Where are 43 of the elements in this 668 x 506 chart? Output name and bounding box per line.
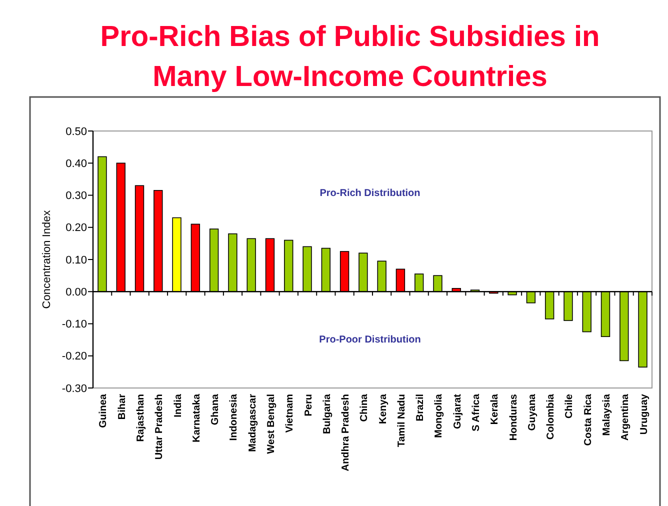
y-tick-label: -0.10 [62, 318, 87, 331]
y-tick-label: 0.20 [66, 222, 87, 234]
y-tick-label: -0.30 [62, 382, 87, 395]
x-tick-label: Karnataka [191, 394, 202, 442]
x-tick-label: Madagascar [247, 394, 258, 452]
x-tick-label: Uruguay [638, 394, 650, 435]
annotation: Pro-Poor Distribution [319, 334, 421, 346]
x-tick-label: Vietnam [284, 394, 296, 433]
y-tick-label: 0.10 [66, 254, 87, 266]
x-tick-label: Guyana [526, 394, 538, 431]
x-tick-label: Chile [564, 394, 576, 418]
x-tick-label: Uttar Pradesh [154, 394, 166, 460]
x-tick-label: Tamil Nadu [396, 394, 408, 448]
x-tick-label: Malaysia [601, 394, 612, 436]
x-tick-label: Kerala [490, 394, 501, 425]
x-tick-label: Gujarat [452, 393, 464, 430]
x-tick-label: Peru [303, 394, 314, 416]
x-tick-label: Bulgaria [322, 394, 333, 434]
x-tick-label: India [172, 394, 184, 418]
x-tick-label: Rajasthan [136, 394, 147, 442]
x-tick-label: Brazil [415, 394, 426, 422]
y-tick-label: 0.40 [66, 158, 87, 170]
x-tick-label: China [359, 394, 370, 422]
x-tick-label: Indonesia [228, 394, 240, 441]
x-tick-label: S Africa [471, 394, 482, 432]
x-tick-label: Bihar [116, 394, 128, 420]
y-tick-label: 0.50 [66, 126, 87, 138]
chart-title: Pro-Rich Bias of Public Subsidies in Many Low-Income Countries [100, 21, 600, 93]
x-tick-label: Guinea [98, 394, 110, 428]
x-tick-label: Mongolia [434, 394, 445, 438]
y-tick-label: 0.00 [66, 286, 87, 298]
y-tick-label: -0.20 [62, 350, 87, 363]
x-tick-label: Costa Rica [582, 394, 594, 446]
x-tick-label: Colombia [546, 394, 557, 440]
x-tick-label: West Bengal [266, 394, 277, 454]
x-tick-label: Argentina [620, 394, 632, 441]
x-tick-label: Ghana [210, 394, 222, 426]
y-tick-label: 0.30 [66, 190, 87, 202]
y-axis-title: Concentration Index [41, 210, 53, 309]
x-tick-label: Honduras [508, 394, 520, 441]
x-tick-label: Andhra Pradesh [340, 394, 352, 472]
annotation: Pro-Rich Distribution [320, 188, 420, 200]
x-tick-label: Kenya [378, 394, 389, 424]
